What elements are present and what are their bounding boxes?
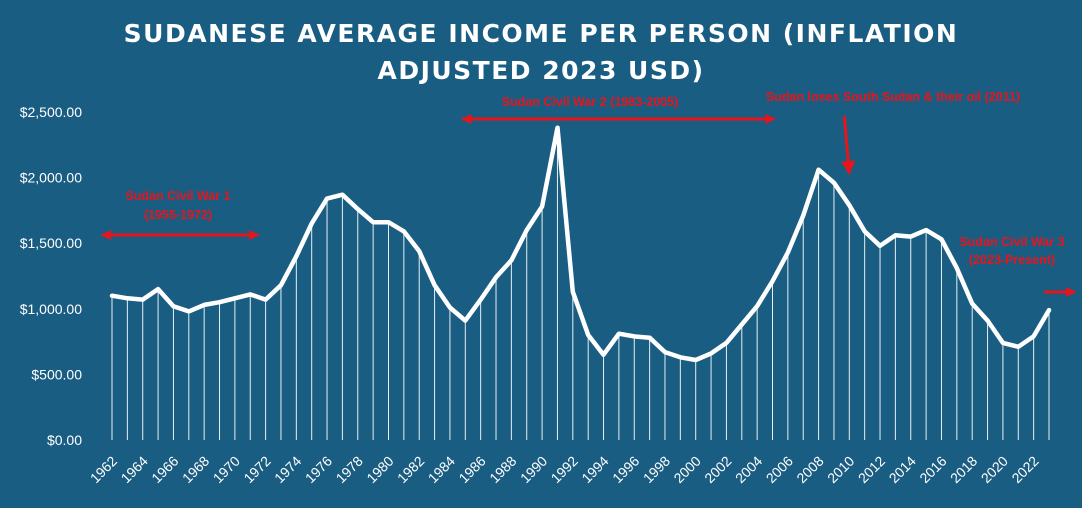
x-tick-label: 1974 <box>271 453 304 486</box>
annotation-civil-war-1-line-1: Sudan Civil War 1 <box>125 189 230 203</box>
x-tick-label: 1998 <box>640 453 673 486</box>
annotation-civil-war-3-line-2: (2023-Present) <box>969 253 1055 267</box>
x-tick-label: 2018 <box>947 453 980 486</box>
y-tick-label: $500.00 <box>31 366 82 382</box>
annotation-civil-war-3-line-1: Sudan Civil War 3 <box>959 235 1064 249</box>
annotation-civil-war-1: Sudan Civil War 1 (1955-1972) <box>101 189 260 240</box>
annotation-south-sudan: Sudan loses South Sudan & their oil (201… <box>766 90 1020 175</box>
x-tick-label: 1982 <box>394 453 427 486</box>
annotation-civil-war-2-text: Sudan Civil War 2 (1983-2005) <box>502 95 679 109</box>
annotation-civil-war-3: Sudan Civil War 3 (2023-Present) <box>959 235 1076 297</box>
x-axis: 1962196419661968197019721974197619781980… <box>87 453 1042 486</box>
x-tick-label: 1976 <box>302 453 335 486</box>
y-tick-label: $1,000.00 <box>20 301 82 317</box>
x-tick-label: 1996 <box>609 453 642 486</box>
x-tick-label: 2022 <box>1008 453 1041 486</box>
series-line <box>109 125 1052 363</box>
y-tick-label: $2,000.00 <box>20 170 82 186</box>
x-tick-label: 2016 <box>916 453 949 486</box>
x-tick-label: 1964 <box>117 453 150 486</box>
x-tick-label: 1962 <box>87 453 120 486</box>
x-tick-label: 2004 <box>732 453 765 486</box>
x-tick-label: 1970 <box>210 453 243 486</box>
y-axis: $0.00 $500.00 $1,000.00 $1,500.00 $2,000.00 $… <box>20 104 83 448</box>
x-tick-label: 1984 <box>425 453 458 486</box>
x-tick-label: 2002 <box>701 453 734 486</box>
x-tick-label: 1980 <box>363 453 396 486</box>
x-tick-label: 1968 <box>179 453 212 486</box>
x-tick-label: 1966 <box>148 453 181 486</box>
x-tick-label: 2014 <box>886 453 919 486</box>
x-tick-label: 2000 <box>670 453 703 486</box>
x-tick-label: 1994 <box>578 453 611 486</box>
x-tick-label: 1986 <box>455 453 488 486</box>
x-tick-label: 1978 <box>333 453 366 486</box>
x-tick-label: 2020 <box>978 453 1011 486</box>
y-tick-label: $2,500.00 <box>20 104 82 120</box>
x-tick-label: 1988 <box>486 453 519 486</box>
x-tick-label: 1990 <box>517 453 550 486</box>
data-droplines <box>111 127 1050 440</box>
x-tick-label: 1992 <box>548 453 581 486</box>
x-tick-label: 2008 <box>793 453 826 486</box>
x-tick-label: 2010 <box>824 453 857 486</box>
chart-title-line-1: SUDANESE AVERAGE INCOME PER PERSON (INFL… <box>124 19 959 48</box>
annotation-south-sudan-text: Sudan loses South Sudan & their oil (201… <box>766 90 1020 104</box>
x-tick-label: 2012 <box>855 453 888 486</box>
y-tick-label: $1,500.00 <box>20 235 82 251</box>
x-tick-label: 1972 <box>240 453 273 486</box>
annotation-south-sudan-arrow <box>841 115 856 175</box>
x-tick-label: 2006 <box>763 453 796 486</box>
annotation-civil-war-2: Sudan Civil War 2 (1983-2005) <box>461 95 776 124</box>
chart-title-line-2: ADJUSTED 2023 USD) <box>377 56 704 85</box>
annotation-civil-war-1-line-2: (1955-1972) <box>144 208 212 222</box>
y-tick-label: $0.00 <box>47 432 82 448</box>
